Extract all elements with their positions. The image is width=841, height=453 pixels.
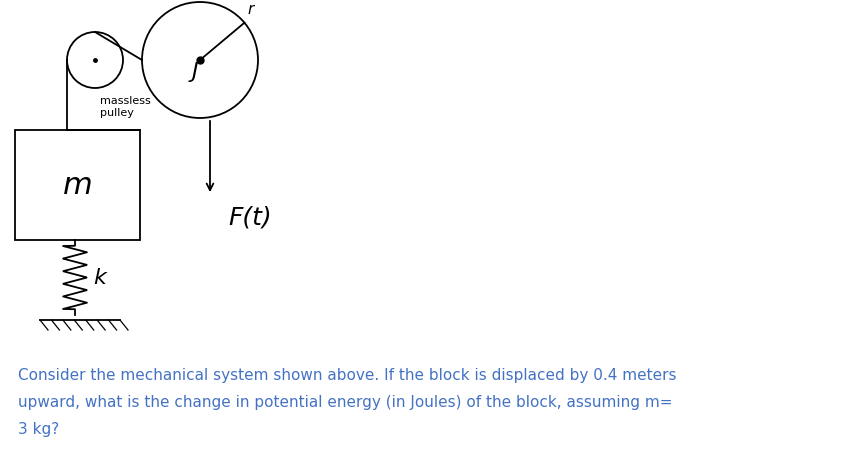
Text: upward, what is the change in potential energy (in Joules) of the block, assumin: upward, what is the change in potential … — [18, 395, 673, 410]
Text: J: J — [192, 62, 198, 82]
Text: F(t): F(t) — [228, 205, 272, 229]
Bar — [15, 130, 140, 240]
Text: massless
pulley: massless pulley — [100, 96, 151, 118]
Text: m: m — [62, 170, 93, 199]
Text: 3 kg?: 3 kg? — [18, 422, 59, 437]
Text: r: r — [247, 2, 254, 17]
Text: Consider the mechanical system shown above. If the block is displaced by 0.4 met: Consider the mechanical system shown abo… — [18, 368, 676, 383]
Text: k: k — [93, 268, 106, 288]
